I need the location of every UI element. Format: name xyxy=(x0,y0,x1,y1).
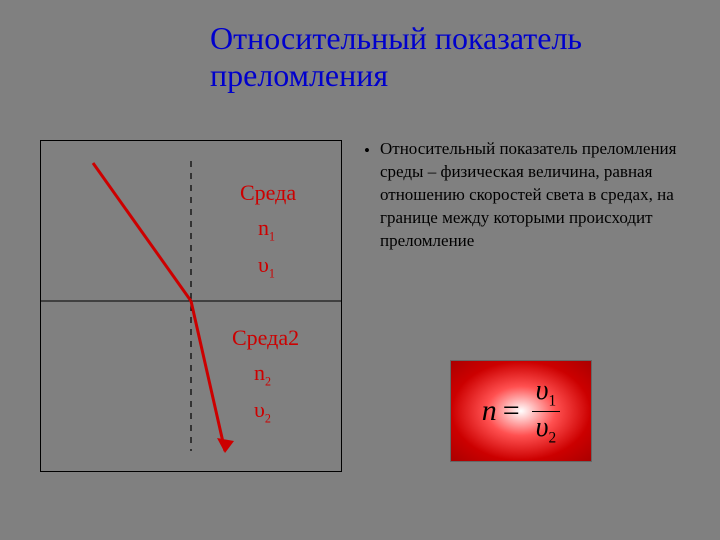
page-title: Относительный показатель преломления xyxy=(210,20,582,94)
medium-2-labels: Среда2 n2 υ2 xyxy=(232,320,299,429)
medium-1-n: n1 xyxy=(240,210,296,247)
medium-2-v: υ2 xyxy=(232,392,299,429)
formula-numerator: υ1 xyxy=(532,377,561,412)
refracted-ray xyxy=(191,301,225,451)
slide: Относительный показатель преломления Сре… xyxy=(0,0,720,540)
medium-2-n: n2 xyxy=(232,355,299,392)
definition-text: Относительный показатель преломления сре… xyxy=(380,139,676,250)
formula-eq: = xyxy=(503,394,520,428)
formula-denominator: υ2 xyxy=(532,412,561,446)
formula: n = υ1 υ2 xyxy=(451,361,591,461)
medium-1-v: υ1 xyxy=(240,247,296,284)
medium-1-name: Среда xyxy=(240,175,296,210)
title-line-1: Относительный показатель xyxy=(210,20,582,56)
ray-arrowhead xyxy=(217,438,234,453)
medium-2-name: Среда2 xyxy=(232,320,299,355)
incident-ray xyxy=(93,163,191,301)
formula-fraction: υ1 υ2 xyxy=(532,377,561,446)
title-line-2: преломления xyxy=(210,57,388,93)
bullet-dot-icon: • xyxy=(364,140,370,163)
formula-lhs: n xyxy=(482,394,497,428)
medium-1-labels: Среда n1 υ1 xyxy=(240,175,296,284)
definition-bullet: • Относительный показатель преломления с… xyxy=(380,138,690,253)
formula-box: n = υ1 υ2 xyxy=(450,360,592,462)
